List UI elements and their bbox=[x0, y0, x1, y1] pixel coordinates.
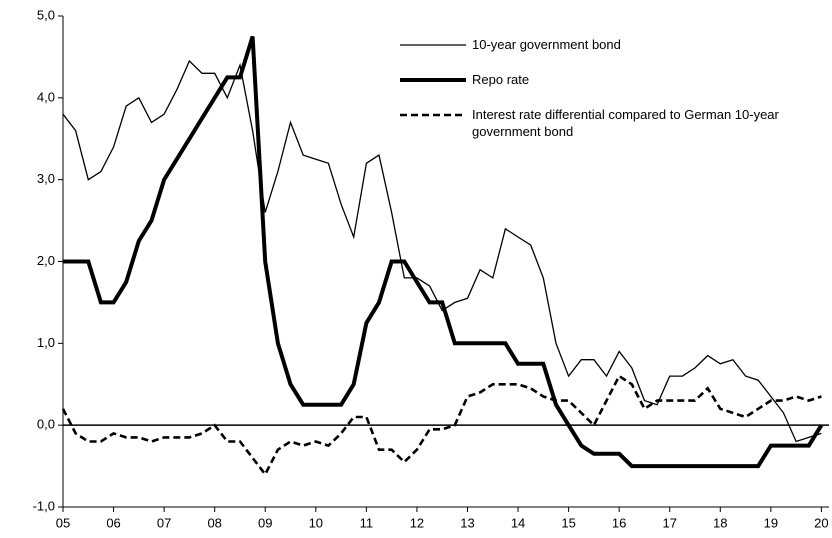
legend-label: Interest rate differential compared to G… bbox=[472, 107, 779, 139]
x-tick-label: 11 bbox=[360, 515, 374, 530]
x-tick-label: 06 bbox=[106, 515, 120, 530]
x-tick-label: 16 bbox=[612, 515, 626, 530]
legend-swatch bbox=[400, 78, 466, 82]
x-tick-label: 18 bbox=[713, 515, 727, 530]
y-tick-label: -1,0 bbox=[33, 498, 55, 513]
x-tick-label: 20 bbox=[814, 515, 828, 530]
y-tick-label: 1,0 bbox=[37, 335, 55, 350]
y-tick-label: 5,0 bbox=[37, 7, 55, 22]
x-tick-label: 12 bbox=[410, 515, 424, 530]
y-tick-label: 3,0 bbox=[37, 171, 55, 186]
legend-label: 10-year government bond bbox=[472, 37, 621, 52]
x-tick-label: 13 bbox=[460, 515, 474, 530]
x-tick-label: 14 bbox=[511, 515, 525, 530]
x-tick-label: 09 bbox=[258, 515, 272, 530]
x-tick-label: 15 bbox=[561, 515, 575, 530]
legend-entry: Interest rate differential compared to G… bbox=[398, 106, 828, 140]
x-tick-label: 17 bbox=[662, 515, 676, 530]
series-line bbox=[62, 59, 822, 443]
x-tick-label: 05 bbox=[56, 515, 70, 530]
y-tick-label: 2,0 bbox=[37, 253, 55, 268]
legend-entry: 10-year government bond bbox=[398, 36, 828, 53]
series-line bbox=[63, 35, 824, 469]
x-tick-label: 10 bbox=[309, 515, 323, 530]
legend: 10-year government bond Repo rate Interest… bbox=[398, 36, 828, 158]
series-line bbox=[61, 374, 822, 477]
legend-label: Repo rate bbox=[472, 72, 530, 87]
x-tick-label: 07 bbox=[157, 515, 171, 530]
x-tick-label: 08 bbox=[207, 515, 221, 530]
y-tick-label: 4,0 bbox=[37, 89, 55, 104]
x-tick-label: 19 bbox=[764, 515, 778, 530]
legend-swatch bbox=[400, 44, 466, 46]
legend-swatch bbox=[400, 113, 466, 117]
legend-entry: Repo rate bbox=[398, 71, 828, 88]
y-tick-label: 0,0 bbox=[37, 417, 55, 432]
